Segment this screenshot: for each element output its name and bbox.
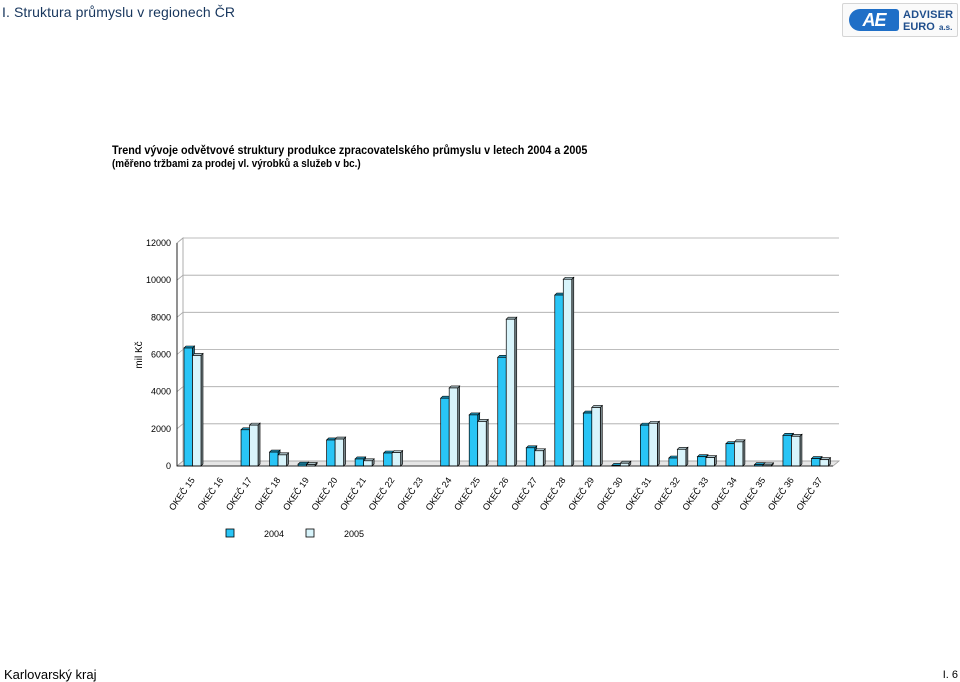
- bar-2005: [505, 318, 516, 467]
- x-tick-label: OKEČ 32: [652, 475, 682, 512]
- bar-2004: [354, 458, 364, 467]
- bar-2004: [497, 356, 507, 467]
- x-tick-label: OKEČ 28: [538, 475, 568, 512]
- x-tick-label: OKEČ 29: [566, 475, 596, 512]
- company-logo: AE ADVISER EURO a.s.: [842, 3, 958, 37]
- bar-2004: [468, 414, 479, 467]
- y-axis-label: mil Kč: [134, 341, 145, 368]
- x-tick-label: OKEČ 31: [623, 475, 653, 512]
- y-tick-label: 8000: [151, 312, 171, 322]
- bar-2005: [619, 462, 630, 467]
- y-tick-label: 4000: [151, 387, 171, 397]
- bar-2004: [782, 434, 792, 467]
- x-tick-label: OKEČ 33: [680, 475, 710, 512]
- chart-axes: 0 2000 4000 6000 8000 10000 12000 mil Kč OKEČ 15…: [134, 238, 833, 512]
- x-tick-label: OKEČ 25: [452, 475, 482, 512]
- bar-2005: [705, 457, 715, 467]
- chart-legend: 2004 2005: [225, 528, 364, 539]
- bar-2004: [326, 439, 336, 467]
- bar-2005: [591, 407, 601, 467]
- y-gridline: [176, 423, 839, 430]
- x-tick-label: OKEČ 16: [195, 475, 225, 512]
- footer-page-number: I. 6: [942, 669, 958, 681]
- bar-2005: [448, 387, 459, 467]
- bar-2004: [554, 294, 564, 467]
- bar-2004: [440, 397, 450, 467]
- x-tick-label: OKEČ 37: [794, 475, 824, 512]
- x-tick-label: OKEČ 17: [224, 475, 254, 512]
- x-tick-label: OKEČ 27: [509, 475, 539, 512]
- y-tick-label: 10000: [146, 275, 171, 285]
- x-tick-label: OKEČ 19: [281, 475, 311, 512]
- x-tick-label: OKEČ 22: [367, 475, 397, 512]
- y-tick-label: 0: [166, 461, 171, 471]
- bar-2004: [383, 452, 393, 467]
- logo-text-line3: a.s.: [939, 23, 953, 32]
- y-gridline: [176, 237, 839, 244]
- chart-subtitle: (měřeno tržbami za prodej vl. výrobků a …: [112, 158, 361, 170]
- x-tick-label: OKEČ 24: [424, 475, 454, 512]
- x-tick-label: OKEČ 34: [709, 475, 739, 512]
- x-tick-label: OKEČ 20: [310, 475, 340, 512]
- bar-2004: [725, 443, 735, 467]
- legend-label: 2005: [344, 529, 364, 539]
- bar-2005: [249, 424, 259, 467]
- bar-2005: [648, 422, 658, 467]
- bar-2004: [697, 456, 707, 467]
- bar-2004: [668, 457, 678, 467]
- y-tick-label: 12000: [146, 238, 171, 248]
- chart-title: Trend vývoje odvětvové struktury produkc…: [112, 143, 588, 157]
- bar-2005: [192, 355, 202, 467]
- y-gridline: [176, 386, 839, 392]
- x-tick-label: OKEČ 23: [395, 475, 425, 512]
- bar-2005: [391, 452, 402, 467]
- bar-2005: [477, 421, 487, 467]
- y-gridline: [176, 274, 839, 281]
- bar-2005: [277, 454, 287, 467]
- y-tick-label: 6000: [151, 350, 171, 360]
- logo-text-line1: ADVISER: [903, 9, 954, 21]
- legend-swatch: [225, 528, 235, 538]
- y-gridline: [176, 460, 839, 467]
- y-tick-label: 2000: [151, 424, 171, 434]
- bar-2005: [819, 459, 829, 467]
- bar-2004: [582, 412, 593, 467]
- legend-swatch: [305, 528, 315, 538]
- bar-2004: [269, 451, 279, 467]
- x-tick-label: OKEČ 15: [167, 475, 197, 512]
- legend-label: 2004: [264, 529, 284, 539]
- bar-2005: [791, 435, 801, 467]
- x-tick-label: OKEČ 36: [766, 475, 796, 512]
- x-tick-label: OKEČ 26: [481, 475, 511, 512]
- x-tick-label: OKEČ 35: [737, 475, 767, 512]
- bar-2004: [811, 458, 821, 467]
- y-gridline: [176, 311, 839, 318]
- logo-text-line2: EURO: [903, 21, 935, 33]
- bar-2004: [639, 424, 650, 467]
- bar-2005: [334, 438, 344, 467]
- logo-mark-icon: AE: [849, 9, 899, 31]
- x-tick-label: OKEČ 21: [338, 475, 368, 512]
- x-tick-label: OKEČ 18: [252, 475, 282, 512]
- bar-2004: [525, 447, 536, 467]
- bar-2005: [677, 448, 687, 467]
- bar-2004: [183, 347, 193, 467]
- bar-2005: [734, 441, 744, 467]
- footer-region: Karlovarský kraj: [4, 667, 97, 682]
- chart-bars: [183, 276, 832, 467]
- bar-2005: [534, 450, 544, 467]
- x-tick-label: OKEČ 30: [595, 475, 625, 512]
- page-title: I. Struktura průmyslu v regionech ČR: [2, 4, 236, 20]
- y-gridline: [176, 349, 839, 355]
- bar-2005: [562, 278, 573, 467]
- bar-2005: [363, 460, 373, 467]
- bar-2004: [240, 429, 250, 467]
